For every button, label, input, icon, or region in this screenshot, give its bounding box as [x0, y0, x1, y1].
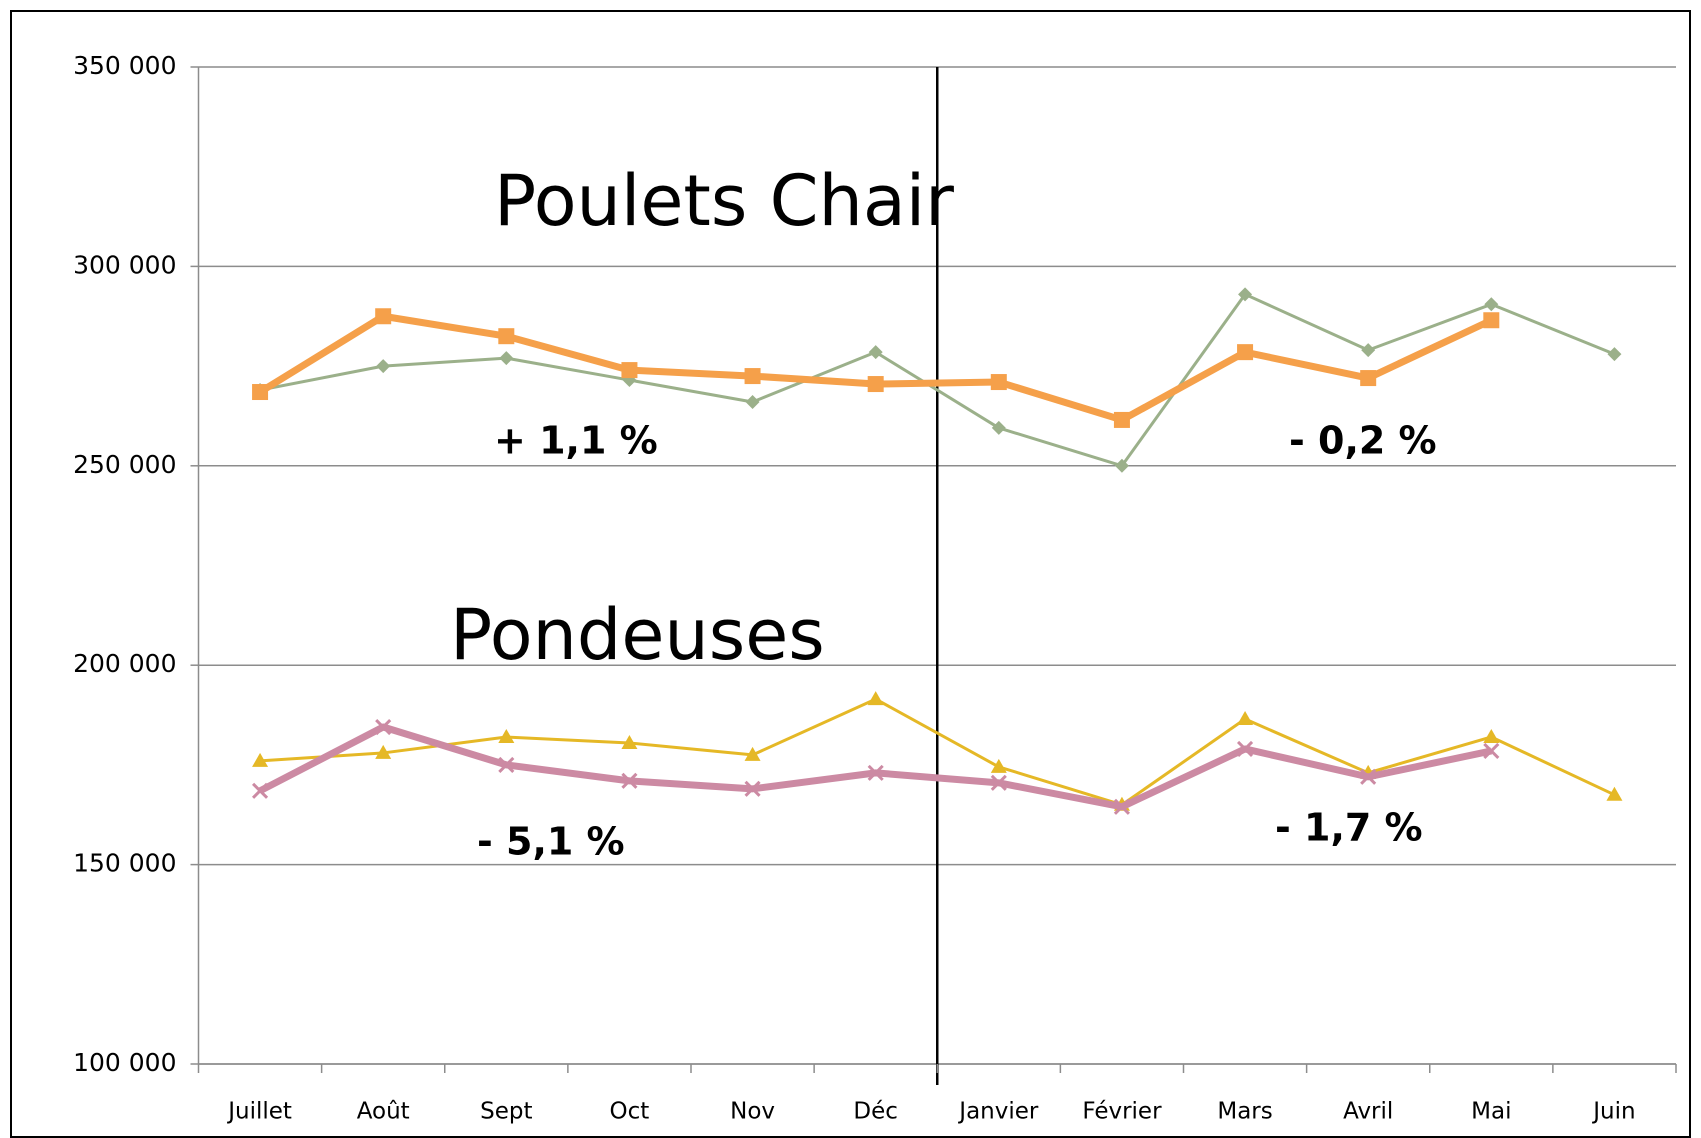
- marker: [867, 691, 884, 706]
- marker: [1113, 411, 1130, 428]
- marker: [744, 746, 761, 761]
- annotation: - 1,7 %: [1275, 806, 1423, 850]
- marker: [867, 376, 884, 393]
- y-tick-label: 150 000: [73, 849, 176, 878]
- marker: [1483, 742, 1500, 760]
- marker: [1113, 798, 1131, 815]
- marker: [744, 368, 761, 385]
- y-tick-label: 350 000: [73, 51, 176, 80]
- annotation: Poulets Chair: [494, 160, 954, 242]
- marker: [1606, 786, 1623, 801]
- y-tick-label: 250 000: [73, 450, 176, 479]
- marker: [1238, 287, 1253, 302]
- marker: [1484, 297, 1499, 312]
- marker: [621, 362, 638, 379]
- marker: [1114, 458, 1129, 473]
- marker: [375, 718, 392, 736]
- series-line: [259, 697, 1616, 807]
- frame: [10, 10, 1691, 1138]
- marker: [1360, 370, 1377, 387]
- marker: [868, 345, 883, 360]
- marker: [1483, 728, 1500, 743]
- marker: [1236, 740, 1254, 758]
- annotation: - 0,2 %: [1289, 419, 1437, 463]
- marker: [252, 384, 269, 401]
- marker: [621, 772, 638, 789]
- x-tick-label: Juin: [1591, 1099, 1635, 1125]
- marker: [499, 351, 514, 366]
- marker: [1237, 711, 1254, 726]
- x-tick-label: Sept: [480, 1099, 532, 1125]
- y-tick-label: 300 000: [73, 250, 176, 279]
- marker: [745, 394, 760, 409]
- x-tick-label: Nov: [730, 1099, 775, 1125]
- x-tick-label: Oct: [610, 1099, 650, 1125]
- x-tick-label: Avril: [1343, 1099, 1393, 1125]
- marker: [1237, 344, 1254, 361]
- marker: [252, 752, 269, 767]
- y-tick-label: 100 000: [73, 1048, 176, 1077]
- marker: [990, 374, 1007, 391]
- x-tick-label: Mai: [1471, 1099, 1511, 1125]
- series-line: [259, 292, 1616, 468]
- marker: [867, 764, 884, 781]
- x-tick-label: Déc: [853, 1099, 898, 1125]
- marker: [375, 744, 392, 759]
- x-tick-label: Août: [357, 1099, 410, 1125]
- marker: [990, 758, 1007, 773]
- marker: [1607, 347, 1622, 362]
- x-tick-label: Janvier: [957, 1099, 1039, 1125]
- marker: [1361, 343, 1376, 358]
- marker: [991, 420, 1006, 435]
- marker: [498, 328, 515, 345]
- x-tick-label: Mars: [1217, 1099, 1272, 1125]
- marker: [744, 780, 761, 797]
- annotation: - 5,1 %: [477, 820, 625, 864]
- marker: [1483, 312, 1500, 329]
- marker: [252, 782, 269, 799]
- marker: [376, 359, 391, 374]
- annotation: Pondeuses: [450, 594, 825, 676]
- marker: [498, 756, 515, 773]
- annotation: + 1,1 %: [494, 419, 658, 463]
- marker: [1360, 768, 1377, 785]
- x-tick-label: Juillet: [226, 1099, 292, 1125]
- y-tick-label: 200 000: [73, 649, 176, 678]
- marker: [498, 728, 515, 743]
- marker: [375, 308, 392, 325]
- marker: [990, 774, 1007, 791]
- marker: [621, 734, 638, 749]
- x-tick-label: Février: [1082, 1099, 1162, 1125]
